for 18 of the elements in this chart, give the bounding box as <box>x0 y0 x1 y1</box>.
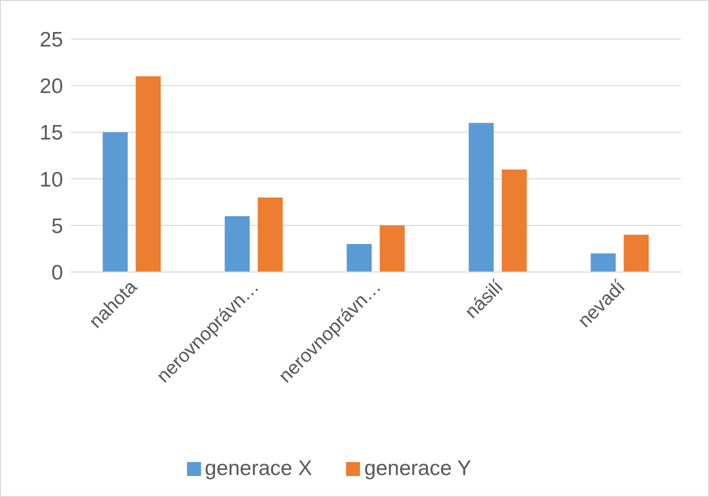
bar <box>468 122 494 272</box>
bar <box>258 197 283 272</box>
bar <box>590 253 616 272</box>
bar <box>624 234 649 272</box>
y-tick-label: 25 <box>40 28 63 52</box>
bar <box>224 216 250 272</box>
bar <box>380 225 405 272</box>
legend-label: generace Y <box>364 457 472 480</box>
y-tick-label: 20 <box>40 75 63 98</box>
y-tick-label: 0 <box>51 261 63 284</box>
bar <box>502 169 527 272</box>
bar <box>102 132 128 272</box>
bar <box>136 76 161 272</box>
y-tick-label: 15 <box>40 122 63 145</box>
legend-label: generace X <box>204 457 312 480</box>
bar <box>346 244 372 272</box>
y-tick-label: 10 <box>40 168 63 192</box>
y-tick-label: 5 <box>51 214 63 238</box>
